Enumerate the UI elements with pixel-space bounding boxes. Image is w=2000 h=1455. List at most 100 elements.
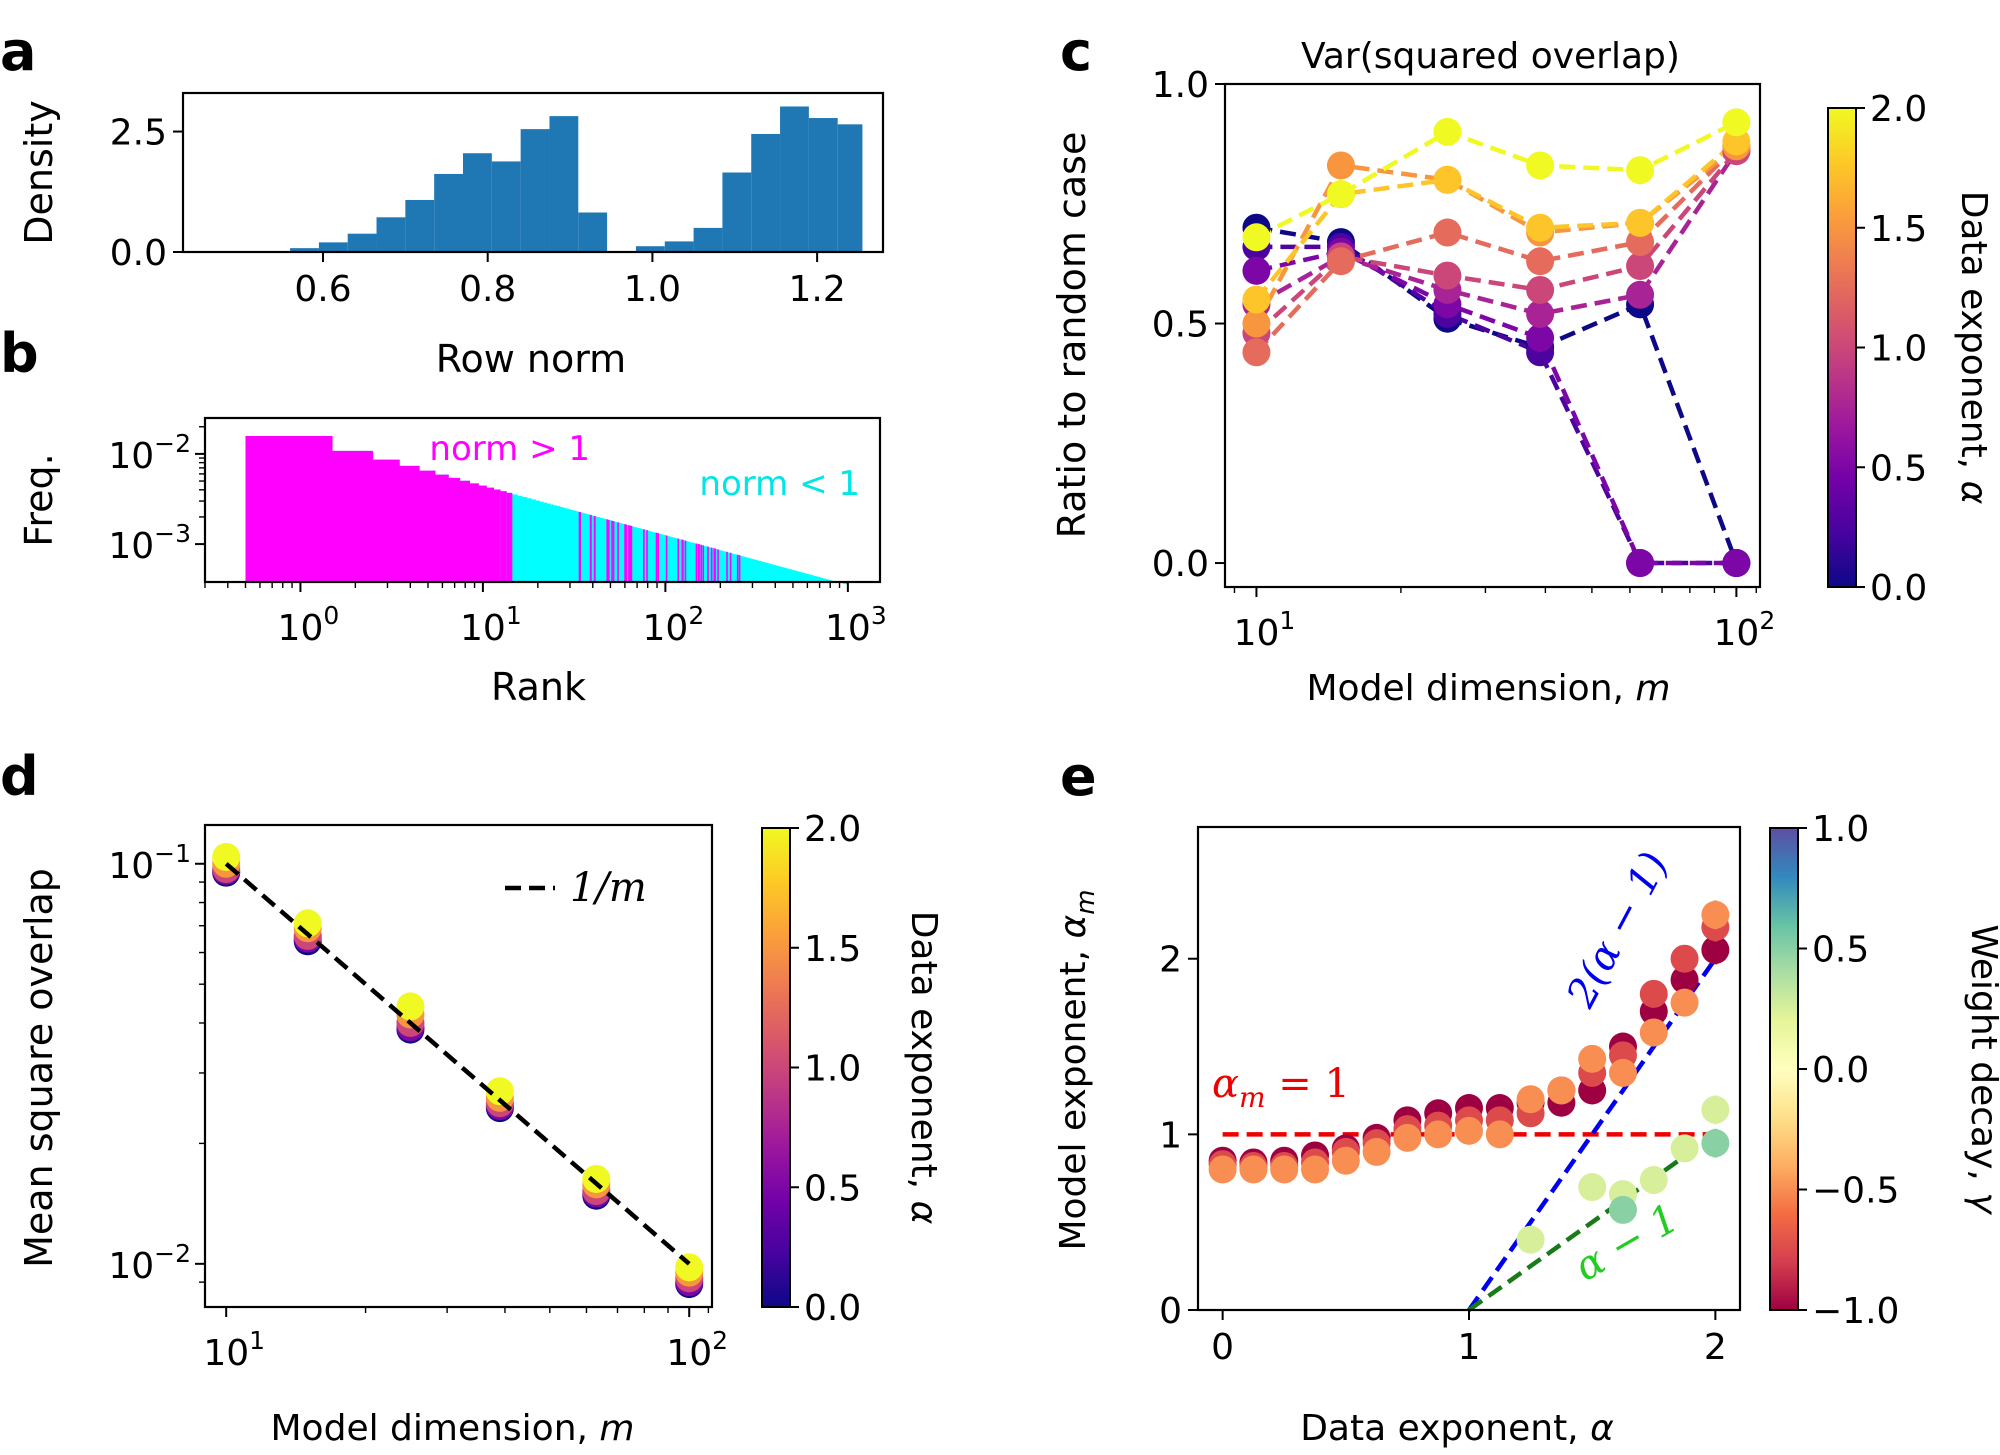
x-tick-label: 1: [1458, 1327, 1481, 1368]
data-point: [1242, 256, 1271, 285]
rank-bar-norm-gt-1: [611, 520, 613, 582]
data-point: [1526, 213, 1555, 242]
rank-bar-norm-gt-1: [736, 554, 739, 582]
data-point: [1526, 299, 1555, 328]
colorbar: [1769, 827, 1799, 1311]
x-tick-label: 101: [460, 601, 522, 649]
data-point: [1326, 180, 1355, 209]
x-tick-label: 0.8: [459, 269, 516, 310]
series-line: [1254, 149, 1739, 335]
rank-bar-norm-gt-1: [612, 521, 615, 582]
data-point: [1242, 285, 1271, 314]
x-axis-label: Data exponent, α: [1300, 1408, 1614, 1449]
rank-bar-norm-gt-1: [710, 547, 713, 582]
rank-bar-norm-gt-1: [646, 530, 648, 582]
y-tick-label: 10−2: [108, 1239, 191, 1287]
rank-bar-norm-gt-1: [617, 522, 619, 582]
rank-bar-norm-gt-1: [682, 539, 684, 582]
y-tick-label: 2: [1159, 940, 1182, 981]
hist-bar: [837, 124, 863, 252]
data-point: [1626, 208, 1655, 237]
rank-bar-norm-gt-1: [630, 525, 633, 582]
data-point: [1578, 1173, 1607, 1202]
rank-bar-norm-gt-1: [500, 491, 507, 582]
colorbar-tick-label: 1.0: [1812, 809, 1869, 850]
hist-bar: [290, 248, 319, 252]
data-point: [1670, 988, 1699, 1017]
data-point: [1433, 117, 1462, 146]
x-tick-label: 2: [1704, 1327, 1727, 1368]
rank-bar-norm-gt-1: [657, 533, 660, 582]
data-point: [1270, 1155, 1299, 1184]
panel-label-a: a: [0, 20, 36, 83]
data-point: [1424, 1120, 1453, 1149]
series-line: [1255, 120, 1738, 240]
rank-bars-norm-gt-1: [245, 435, 501, 582]
series-line: [1254, 144, 1738, 354]
y-tick-label: 1: [1159, 1115, 1182, 1156]
data-point: [1626, 549, 1655, 578]
data-point: [396, 992, 425, 1021]
data-point: [1608, 1195, 1637, 1224]
y-tick-label: 0.0: [1152, 544, 1209, 585]
panel-c-variance-ratio: 101 102 0.0 0.5 1.0 Var(squared overlap) Model…: [1050, 36, 1994, 709]
colorbar-tick-label: 1.0: [804, 1049, 861, 1090]
data-point: [1670, 944, 1699, 973]
colorbar-tick-label: 2.0: [804, 809, 861, 850]
colorbar-label: Data exponent, α: [1953, 191, 1994, 505]
rank-bar-norm-gt-1: [726, 551, 728, 582]
y-axis-label: Mean square overlap: [17, 868, 61, 1268]
colorbar: [761, 827, 791, 1308]
y-tick-label: 10−2: [108, 429, 191, 477]
rank-bar-norm-gt-1: [643, 529, 645, 582]
colorbar-tick-label: 0.0: [1870, 568, 1927, 609]
data-point: [1526, 323, 1555, 352]
data-point: [1526, 275, 1555, 304]
colorbar-tick-label: 0.5: [1812, 930, 1869, 971]
data-point: [1701, 900, 1730, 929]
rank-bar-norm-gt-1: [624, 524, 626, 582]
colorbar-label: Data exponent, α: [903, 911, 944, 1225]
rank-bar-norm-gt-1: [606, 519, 609, 582]
plot-frame: [181, 91, 885, 254]
rank-bar-norm-gt-1: [665, 535, 668, 582]
hist-bar: [405, 199, 435, 252]
annotation-norm-gt-1: norm > 1: [429, 429, 590, 469]
panel-label-d: d: [0, 745, 39, 808]
y-tick-label: 10−1: [108, 839, 191, 887]
rank-bar-norm-gt-1: [506, 492, 513, 582]
hist-bar: [491, 161, 521, 252]
data-point: [1578, 1044, 1607, 1073]
x-tick-label: 102: [666, 1326, 728, 1374]
y-tick-label: 1.0: [1152, 65, 1209, 106]
hist-bar: [347, 233, 377, 252]
rank-bar-norm-gt-1: [593, 515, 596, 582]
data-point: [1626, 280, 1655, 309]
reference-line-1-over-m: [224, 862, 691, 1266]
colorbar-tick-label: 1.5: [1870, 209, 1927, 250]
x-tick-label: 1.2: [788, 269, 845, 310]
data-point: [1608, 1058, 1637, 1087]
panel-b-rank-frequency: 100 101 102 103 10−2 10−3 norm > 1 norm < 1 Rank…: [17, 416, 887, 709]
panel-label-c: c: [1060, 20, 1092, 83]
x-tick-label: 1.0: [624, 269, 681, 310]
colorbar-tick-label: −0.5: [1812, 1171, 1899, 1212]
data-point: [1701, 935, 1730, 964]
data-point: [1701, 1129, 1730, 1158]
rank-bar-norm-gt-1: [714, 548, 716, 582]
rank-bar-norm-gt-1: [707, 546, 709, 582]
plot-frame: [203, 823, 714, 1309]
colorbar-tick-label: 0.0: [1812, 1050, 1869, 1091]
hist-bar: [318, 242, 348, 252]
series-line: [1255, 249, 1737, 566]
hist-bar: [578, 212, 608, 252]
hist-bar: [520, 129, 550, 252]
data-point: [1526, 247, 1555, 276]
chart-title: Var(squared overlap): [1301, 36, 1680, 77]
y-tick-label: 2.5: [110, 113, 167, 154]
data-point: [1362, 1137, 1391, 1166]
x-tick-label: 100: [278, 601, 340, 649]
hist-bar: [780, 106, 809, 252]
data-point: [1242, 309, 1271, 338]
